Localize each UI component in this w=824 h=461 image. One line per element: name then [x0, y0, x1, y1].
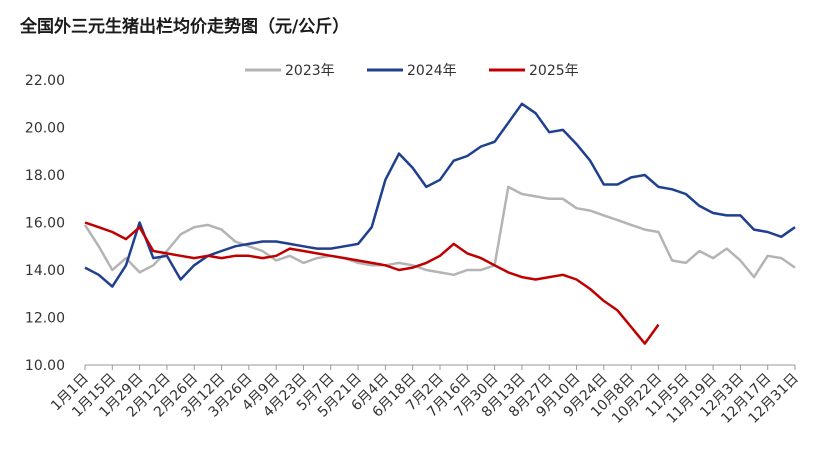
legend-label: 2025年 [529, 63, 579, 79]
y-tick-label: 22.00 [25, 73, 65, 89]
y-tick-label: 20.00 [25, 121, 65, 137]
y-tick-label: 16.00 [25, 216, 65, 232]
line-series [84, 102, 796, 288]
y-tick-label: 10.00 [25, 358, 65, 374]
y-tick-label: 12.00 [25, 311, 65, 327]
line-series [83, 185, 796, 279]
legend-label: 2024年 [407, 63, 457, 79]
y-tick-label: 14.00 [25, 263, 65, 279]
legend-label: 2023年 [285, 63, 335, 79]
y-tick-label: 18.00 [25, 168, 65, 184]
chart-title: 全国外三元生猪出栏均价走势图（元/公斤） [19, 16, 349, 37]
line-series [84, 221, 660, 345]
